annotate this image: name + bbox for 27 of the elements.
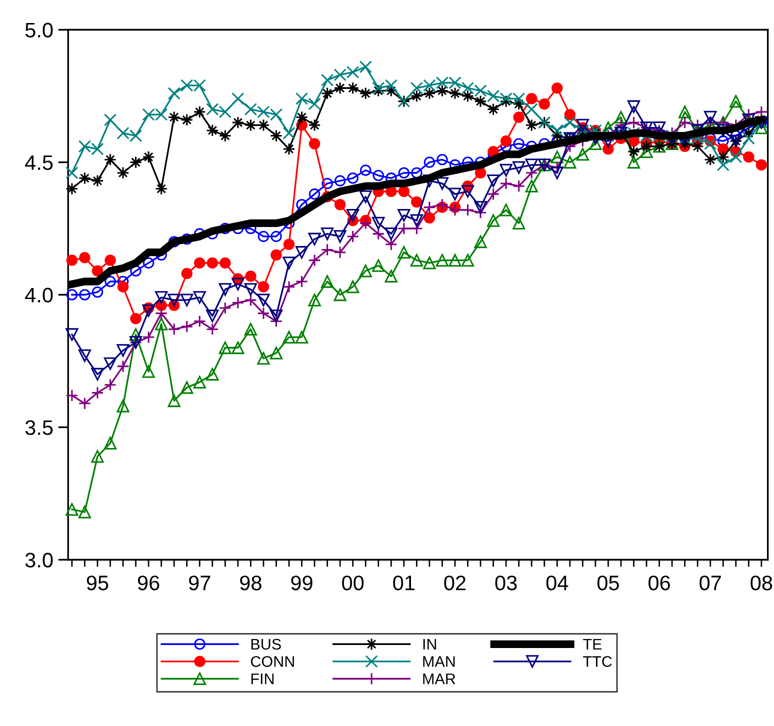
x-tick-label: 95 (86, 576, 108, 590)
y-tick-label: 3.5 (25, 420, 53, 436)
x-tick-label: 06 (648, 576, 670, 590)
x-tick-label: 05 (597, 576, 619, 590)
legend-label: TE (583, 638, 602, 650)
x-tick-label: 08 (750, 576, 772, 590)
legend-label: IN (423, 638, 436, 650)
x-tick-label: 98 (240, 576, 262, 590)
y-tick-label: 3.0 (25, 552, 53, 568)
y-tick-label: 4.0 (25, 288, 53, 303)
x-tick-label: 03 (495, 576, 517, 590)
x-tick-label: 02 (444, 576, 466, 590)
legend-label: TTC (583, 656, 612, 667)
x-tick-label: 04 (546, 576, 568, 590)
legend-label: MAR (423, 674, 456, 684)
legend-label: FIN (251, 674, 274, 684)
legend-label: CONN (250, 656, 294, 667)
x-tick-label: 97 (189, 576, 210, 590)
y-tick-label: 4.5 (25, 155, 53, 170)
x-tick-label: 99 (291, 576, 312, 590)
x-tick-label: 00 (342, 576, 364, 590)
x-tick-label: 96 (138, 576, 160, 590)
legend-label: BUS (251, 638, 281, 650)
y-tick-label: 5.0 (25, 22, 53, 38)
x-tick-label: 07 (700, 576, 721, 590)
x-tick-label: 01 (393, 576, 414, 590)
legend-label: MAN (423, 656, 455, 667)
